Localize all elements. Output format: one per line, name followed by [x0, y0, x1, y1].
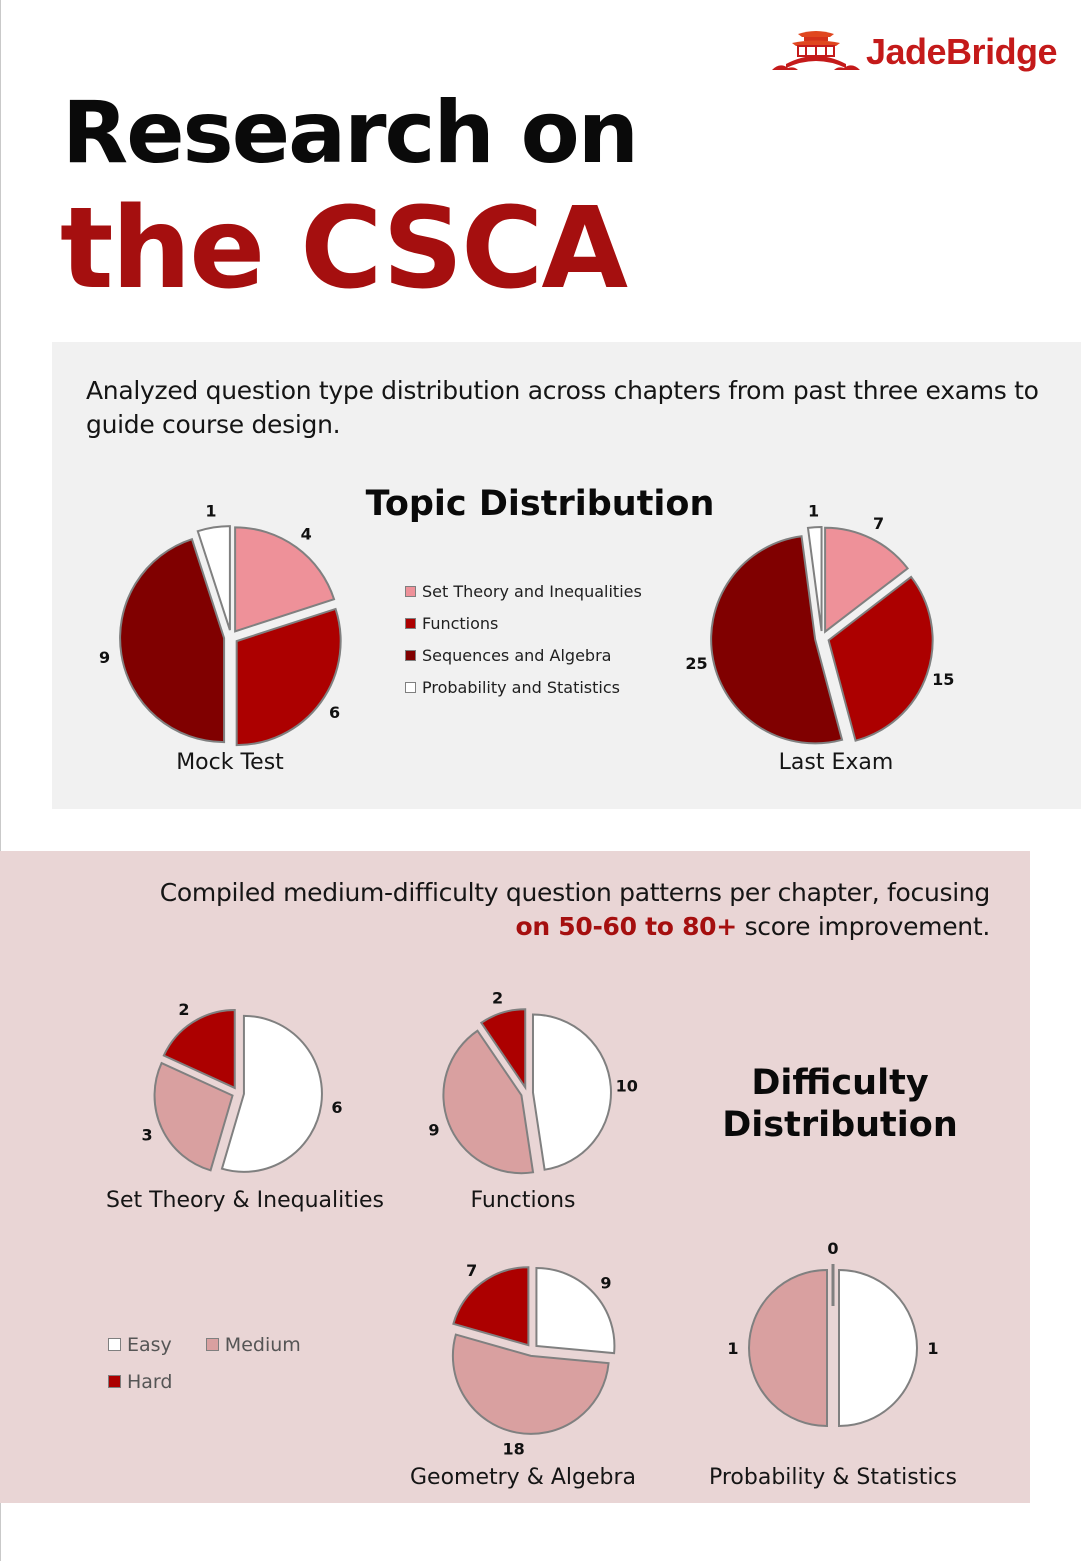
- pie-data-label: 18: [502, 1439, 524, 1458]
- legend-swatch: [405, 681, 416, 693]
- legend-label: Probability and Statistics: [422, 677, 620, 697]
- pie-data-label: 1: [727, 1339, 738, 1358]
- pie-slice: [479, 1008, 527, 1091]
- pie-data-label: 9: [99, 648, 110, 667]
- pie-data-label: 25: [685, 654, 707, 673]
- pie-data-label: 10: [616, 1077, 638, 1096]
- pie-slice: [442, 1029, 535, 1175]
- pie-slice: [196, 525, 231, 631]
- legend-swatch: [108, 1338, 121, 1351]
- topic-distribution-title: Topic Distribution: [365, 484, 715, 524]
- topic-description: Analyzed question type distribution acro…: [86, 376, 1039, 439]
- pie-slice: [452, 1266, 530, 1347]
- chart-caption: Mock Test: [176, 750, 284, 775]
- page-title-line2: the CSCA: [60, 184, 628, 314]
- legend-item: Probability and Statistics: [405, 671, 642, 703]
- difficulty-distribution-title: Difficulty Distribution: [700, 1062, 980, 1146]
- description-highlight: on 50-60 to 80+: [515, 912, 738, 941]
- pie-slice: [153, 1061, 234, 1172]
- description-text: Compiled medium-difficulty question patt…: [159, 878, 991, 907]
- pie-data-label: 7: [873, 514, 884, 533]
- legend-item: Easy: [108, 1326, 172, 1363]
- legend-item: Hard: [108, 1363, 172, 1400]
- legend-swatch: [205, 1338, 219, 1351]
- page-title-line1: Research on: [62, 83, 639, 183]
- pie-data-label: 7: [466, 1261, 477, 1280]
- pie-data-label: 1: [927, 1339, 938, 1358]
- legend-label: Hard: [127, 1370, 173, 1393]
- legend-label: Medium: [224, 1333, 301, 1356]
- pie-data-label: 6: [329, 703, 340, 722]
- pie-slice: [806, 526, 823, 632]
- pie-data-label: 1: [808, 501, 819, 520]
- legend-item: Sequences and Algebra: [405, 639, 642, 671]
- pie-slice: [710, 535, 844, 745]
- title-line: Difficulty: [751, 1063, 929, 1103]
- pie-slice: [119, 537, 226, 744]
- topic-legend: Set Theory and Inequalities Functions Se…: [405, 575, 642, 703]
- pie-slice: [824, 526, 910, 634]
- page-left-border: [0, 0, 1, 1561]
- pie-data-label: 9: [600, 1274, 611, 1293]
- pie-slice: [748, 1268, 828, 1428]
- pie-slice: [838, 1268, 918, 1428]
- difficulty-legend: Easy Medium Hard: [108, 1326, 328, 1400]
- title-line: Distribution: [722, 1105, 958, 1145]
- pie-slice: [235, 607, 342, 747]
- legend-label: Functions: [422, 613, 499, 633]
- legend-label: Sequences and Algebra: [422, 645, 612, 665]
- legend-swatch: [405, 649, 416, 661]
- pie-slice: [162, 1008, 236, 1090]
- chart-caption: Last Exam: [778, 750, 894, 775]
- pie-slice: [234, 526, 336, 633]
- description-text: score improvement.: [736, 912, 991, 941]
- pie-slice: [827, 575, 934, 742]
- pie-data-label: 6: [331, 1098, 342, 1117]
- legend-item: Functions: [405, 607, 642, 639]
- brand-logo: JadeBridge: [768, 24, 1058, 80]
- pavilion-bridge-icon: [772, 31, 860, 70]
- chart-caption: Set Theory & Inequalities: [105, 1188, 385, 1213]
- pie-data-label: 3: [141, 1126, 152, 1145]
- pie-data-label: 2: [178, 1000, 189, 1019]
- brand-name: JadeBridge: [866, 31, 1058, 72]
- pie-data-label: 2: [492, 988, 503, 1007]
- pie-data-label: 4: [301, 524, 312, 543]
- pie-data-label: 15: [932, 670, 954, 689]
- legend-swatch: [108, 1375, 121, 1388]
- pie-slice: [451, 1333, 610, 1435]
- legend-swatch: [405, 617, 416, 629]
- chart-caption: Probability & Statistics: [708, 1465, 957, 1490]
- legend-swatch: [405, 585, 416, 597]
- pie-slice: [220, 1014, 323, 1173]
- pie-slice: [535, 1266, 616, 1355]
- chart-caption: Geometry & Algebra: [410, 1465, 636, 1490]
- legend-label: Easy: [127, 1333, 172, 1356]
- chart-caption: Functions: [470, 1188, 576, 1213]
- pie-data-label: 1: [205, 502, 216, 521]
- legend-item: Medium: [205, 1326, 301, 1363]
- pie-slice: [531, 1013, 612, 1171]
- difficulty-description: Compiled medium-difficulty question patt…: [120, 876, 991, 944]
- pie-data-label: 9: [428, 1121, 439, 1140]
- legend-label: Set Theory and Inequalities: [422, 581, 642, 601]
- legend-item: Set Theory and Inequalities: [405, 575, 642, 607]
- pie-data-label: 0: [827, 1239, 838, 1258]
